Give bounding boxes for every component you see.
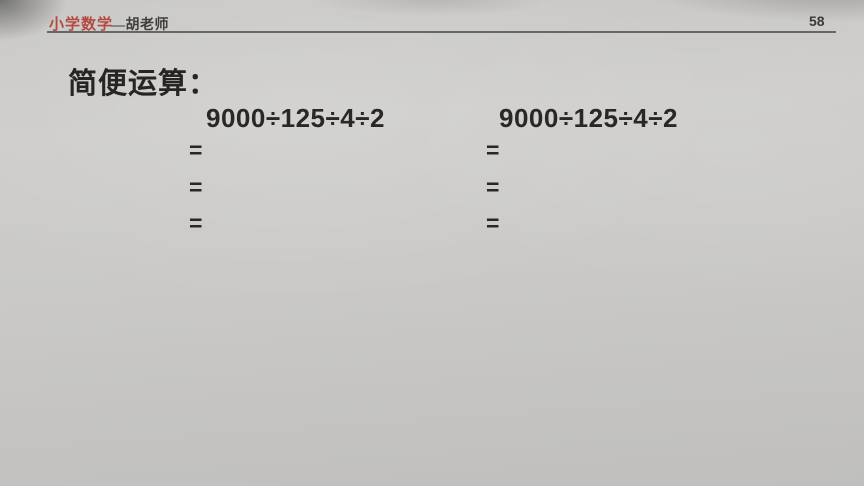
section-title: 简便运算：	[68, 68, 219, 100]
page-number: 58	[809, 13, 825, 29]
brand-title: 小学数学	[49, 17, 114, 33]
problem-1-expression: 9000÷125÷4÷2	[206, 103, 385, 133]
problem-2-step-2-equals: =	[486, 174, 500, 200]
problem-1-step-3-equals: =	[189, 210, 203, 236]
problem-2-step-1-equals: =	[486, 137, 500, 163]
author-label: —胡老师	[111, 18, 169, 33]
problem-2-expression: 9000÷125÷4÷2	[499, 103, 678, 133]
header-rule	[47, 31, 836, 33]
problem-1-step-2-equals: =	[189, 174, 203, 200]
problem-1-step-1-equals: =	[189, 137, 203, 163]
problem-2-step-3-equals: =	[486, 210, 500, 236]
